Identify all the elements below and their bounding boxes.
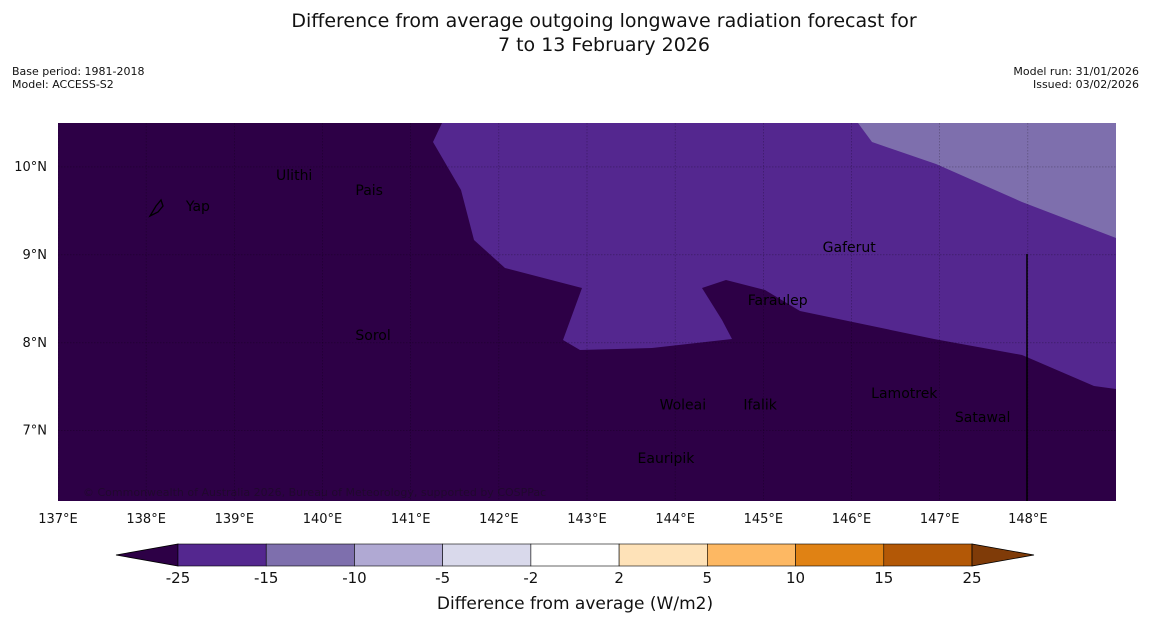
anomaly-band-minus-25-to-minus-15 (433, 123, 1116, 389)
y-tick-label: 7°N (23, 424, 48, 439)
place-label: Woleai (660, 398, 707, 414)
anomaly-band-minus-15-to-minus-10 (858, 123, 1116, 238)
colorbar-segment (177, 543, 267, 567)
colorbar-tick-label: -15 (254, 569, 279, 587)
colorbar: -25 -15 -10 -5 -2 2 5 10 15 25 (115, 543, 1035, 587)
colorbar-segment (883, 543, 973, 567)
x-tick-label: 148°E (1008, 512, 1048, 527)
colorbar-tick-label: 25 (962, 569, 981, 587)
place-label: Yap (185, 199, 210, 215)
x-tick-label: 145°E (744, 512, 784, 527)
model-run-text: Model run: 31/01/2026 (1013, 65, 1139, 78)
model-text: Model: ACCESS-S2 (12, 78, 114, 91)
x-tick-label: 137°E (38, 512, 78, 527)
place-label: Faraulep (748, 293, 808, 309)
map-gridlines (58, 123, 1116, 501)
x-tick-label: 138°E (126, 512, 166, 527)
x-tick-label: 143°E (567, 512, 607, 527)
copyright-text: © Commonwealth of Australia 2026, Bureau… (83, 486, 546, 499)
x-tick-label: 142°E (479, 512, 519, 527)
y-tick-label: 8°N (23, 336, 48, 351)
base-period-text: Base period: 1981-2018 (12, 65, 145, 78)
x-tick-label: 146°E (832, 512, 872, 527)
x-tick-label: 144°E (655, 512, 695, 527)
y-tick-label: 9°N (23, 248, 48, 263)
x-tick-label: 147°E (920, 512, 960, 527)
y-tick-label: 10°N (14, 160, 47, 175)
place-label: Sorol (355, 328, 390, 344)
x-tick-label: 140°E (303, 512, 343, 527)
place-label: Gaferut (823, 240, 877, 256)
map-plot-area: Ulithi Pais Yap Gaferut Faraulep Sorol Lamotre… (58, 123, 1116, 501)
x-tick-label: 141°E (391, 512, 431, 527)
place-label: Lamotrek (871, 386, 938, 402)
place-label: Satawal (955, 410, 1010, 426)
colorbar-tick-label: 10 (786, 569, 805, 587)
map-title: Difference from average outgoing longwav… (0, 9, 1150, 57)
colorbar-tick-label: -2 (523, 569, 538, 587)
meta-left: Base period: 1981-2018 Model: ACCESS-S2 (12, 65, 144, 91)
colorbar-segment (795, 543, 885, 567)
colorbar-segment (530, 543, 620, 567)
colorbar-tick-label: -5 (435, 569, 450, 587)
title-line-2: 7 to 13 February 2026 (497, 34, 711, 56)
colorbar-tick-label: 5 (703, 569, 713, 587)
title-line-1: Difference from average outgoing longwav… (291, 10, 917, 32)
colorbar-segment (442, 543, 532, 567)
x-axis-ticks: 137°E 138°E 139°E 140°E 141°E 142°E 143°E 144°E… (38, 512, 1047, 527)
colorbar-label: Difference from average (W/m2) (436, 594, 714, 614)
colorbar-segment (618, 543, 708, 567)
place-label: Pais (355, 183, 383, 199)
colorbar-segment (354, 543, 443, 567)
colorbar-extend-low (115, 543, 179, 567)
place-label: Eauripik (638, 451, 696, 467)
meta-right: Model run: 31/01/2026 Issued: 03/02/2026 (1013, 65, 1139, 91)
x-tick-label: 139°E (215, 512, 255, 527)
place-label: Ifalik (743, 398, 777, 414)
colorbar-tick-label: -10 (342, 569, 367, 587)
colorbar-tick-label: 15 (874, 569, 893, 587)
colorbar-tick-label: -25 (166, 569, 191, 587)
y-axis-ticks: 10°N 9°N 8°N 7°N (14, 160, 47, 439)
colorbar-extend-high (971, 543, 1035, 567)
place-labels: Ulithi Pais Yap Gaferut Faraulep Sorol Lamotre… (185, 168, 1011, 467)
place-label: Ulithi (276, 168, 312, 184)
colorbar-tick-label: 2 (614, 569, 624, 587)
issued-text: Issued: 03/02/2026 (1032, 78, 1139, 91)
colorbar-segment (707, 543, 796, 567)
colorbar-segment (265, 543, 355, 567)
yap-island-outline (148, 198, 164, 218)
